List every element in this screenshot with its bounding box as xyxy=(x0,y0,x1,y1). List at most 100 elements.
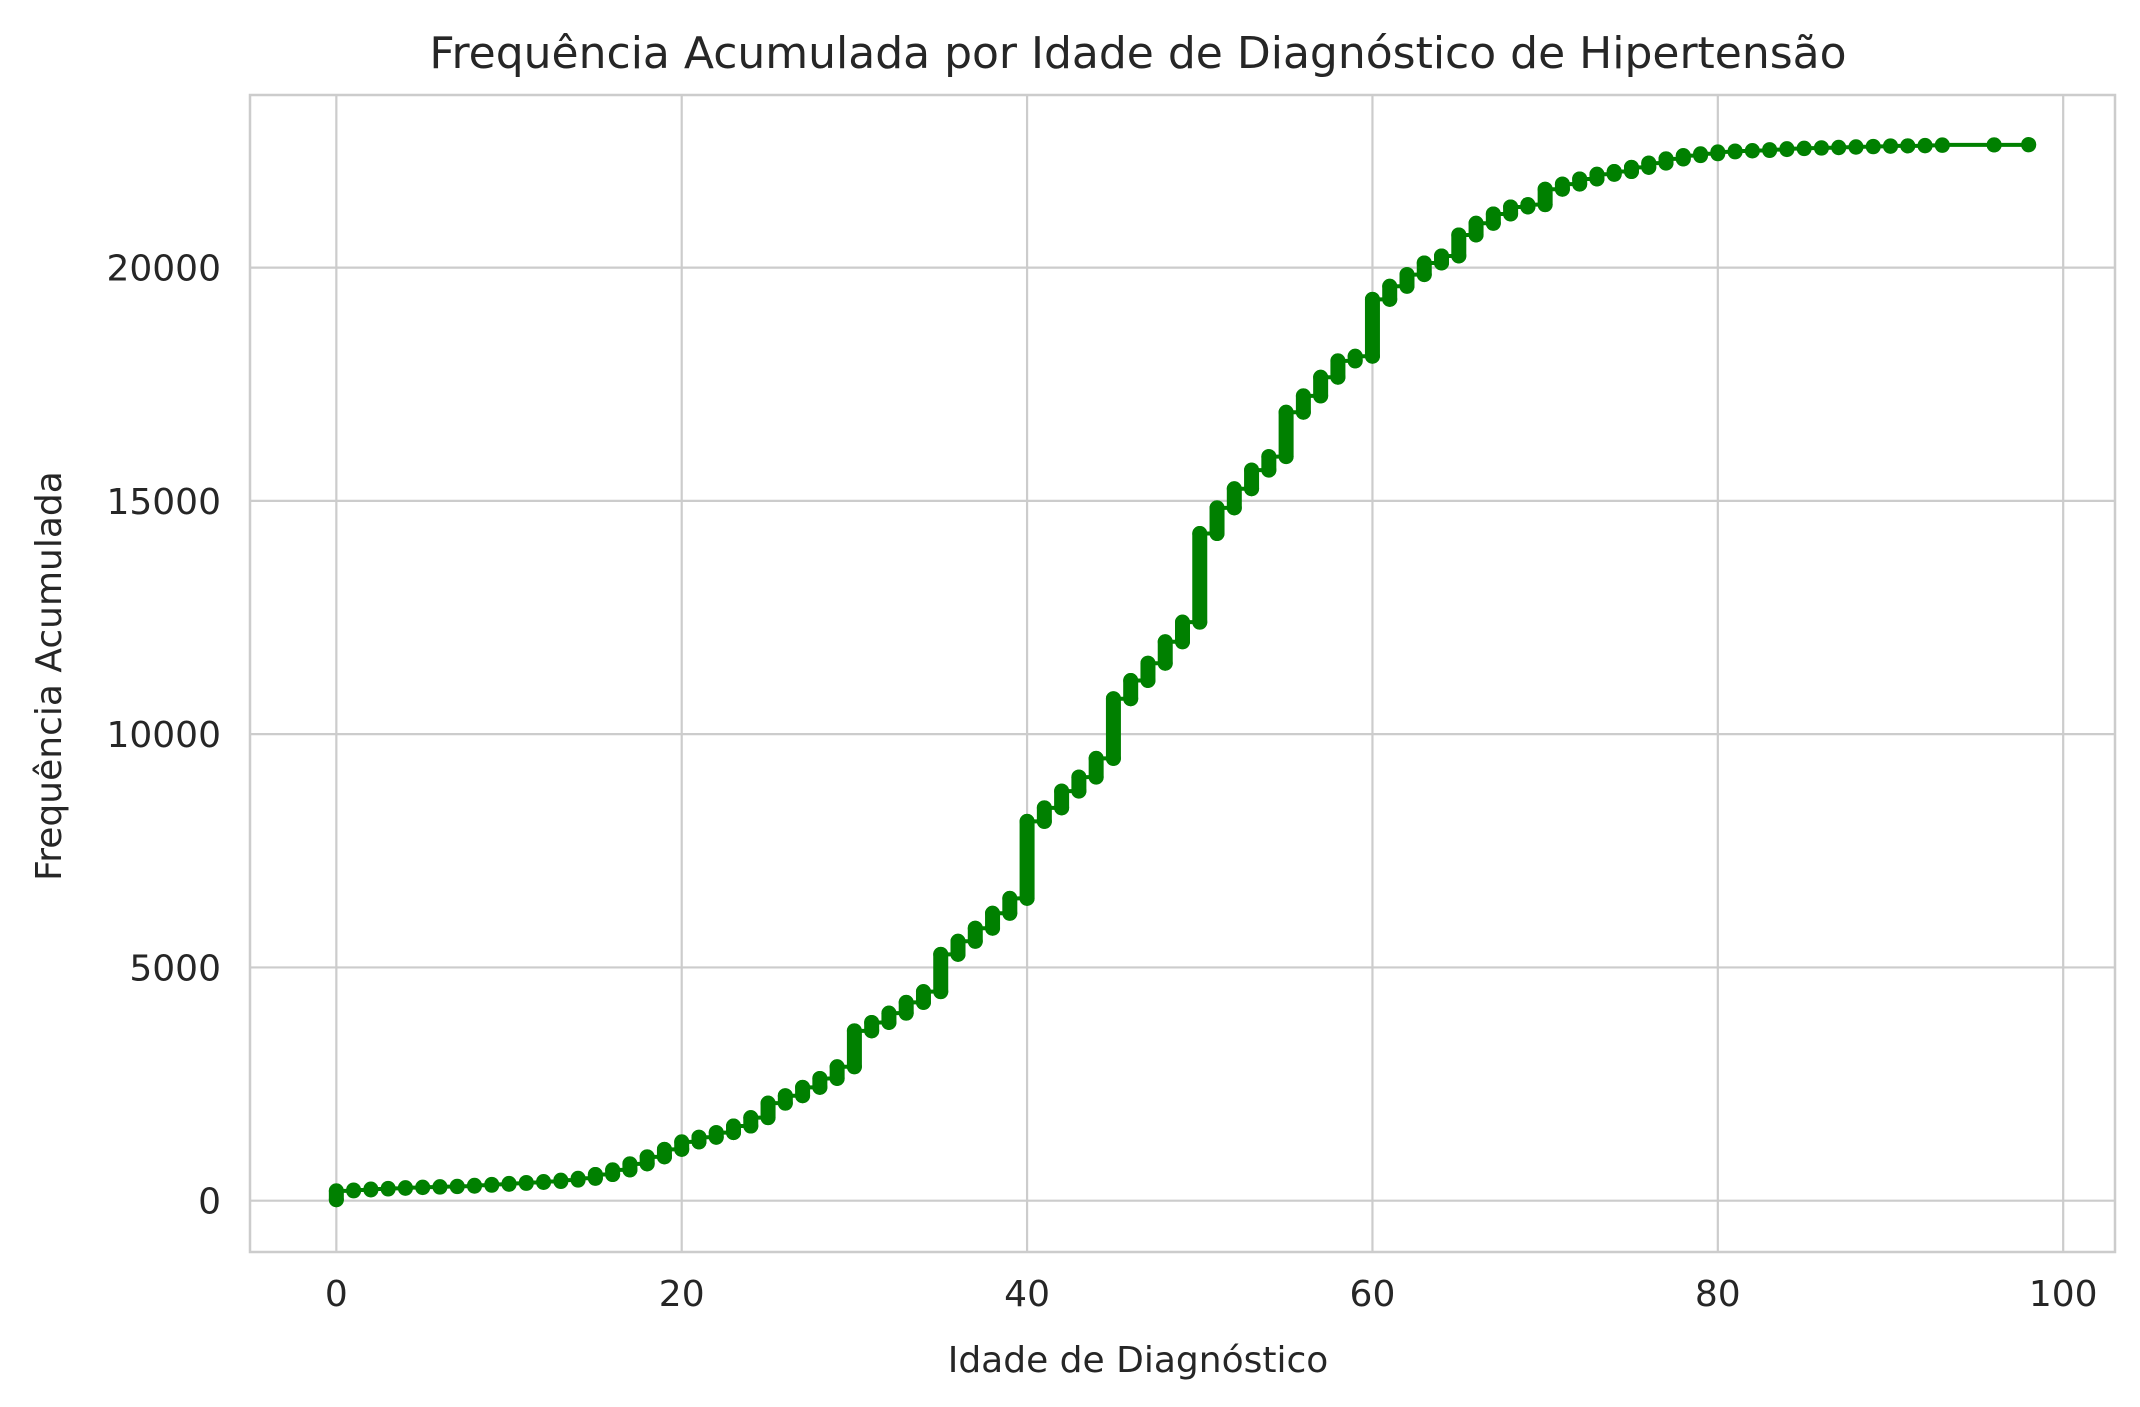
data-point xyxy=(829,1070,845,1086)
data-point xyxy=(1796,141,1812,157)
data-point xyxy=(415,1180,431,1196)
data-point xyxy=(1865,139,1881,155)
data-point xyxy=(1917,138,1933,154)
x-tick-label: 20 xyxy=(659,1274,705,1315)
data-point xyxy=(726,1125,742,1141)
data-point xyxy=(1779,142,1795,158)
data-point xyxy=(1762,143,1778,159)
data-point xyxy=(1693,148,1709,164)
data-point xyxy=(1209,526,1225,542)
data-point xyxy=(1468,227,1484,243)
data-point xyxy=(898,994,914,1010)
data-point xyxy=(501,1176,517,1192)
chart-title: Frequência Acumulada por Idade de Diagnó… xyxy=(429,28,1846,79)
data-point xyxy=(743,1118,759,1134)
data-point xyxy=(1986,137,2002,153)
data-point xyxy=(1278,404,1294,420)
data-point xyxy=(1105,750,1121,766)
data-point xyxy=(656,1149,672,1165)
data-point xyxy=(1520,199,1536,215)
data-point xyxy=(1054,800,1070,816)
data-point xyxy=(967,933,983,949)
data-point xyxy=(864,1023,880,1039)
data-point xyxy=(795,1088,811,1104)
plot-frame xyxy=(248,93,2117,1254)
data-point xyxy=(1330,369,1346,385)
data-point xyxy=(674,1141,690,1157)
data-point xyxy=(829,1059,845,1075)
data-point xyxy=(1019,813,1035,829)
data-point xyxy=(1485,215,1501,231)
data-point xyxy=(1157,655,1173,671)
data-point xyxy=(1468,215,1484,231)
data-point xyxy=(1554,181,1570,197)
data-point xyxy=(363,1182,379,1198)
data-point xyxy=(1364,348,1380,364)
y-tick-label: 0 xyxy=(198,1182,221,1223)
data-point xyxy=(605,1167,621,1183)
data-point xyxy=(1900,138,1916,154)
gridlines xyxy=(250,95,2115,1252)
x-tick-label: 80 xyxy=(1695,1274,1741,1315)
data-point xyxy=(1364,291,1380,307)
data-point xyxy=(1451,248,1467,264)
data-point xyxy=(536,1174,552,1190)
data-point xyxy=(777,1095,793,1111)
data-point xyxy=(1451,227,1467,243)
data-point xyxy=(1537,197,1553,213)
data-point xyxy=(967,920,983,936)
data-point xyxy=(1744,143,1760,159)
data-point xyxy=(1123,691,1139,707)
data-point xyxy=(985,905,1001,921)
data-point xyxy=(1883,138,1899,154)
data-point xyxy=(691,1134,707,1150)
data-point xyxy=(1036,813,1052,829)
data-point xyxy=(1002,905,1018,921)
data-point xyxy=(1226,481,1242,497)
data-point xyxy=(622,1162,638,1178)
data-point xyxy=(1434,255,1450,271)
data-point xyxy=(1589,171,1605,187)
data-point xyxy=(1192,526,1208,542)
data-point xyxy=(915,994,931,1010)
y-tick-label: 20000 xyxy=(106,249,221,290)
data-point xyxy=(1019,890,1035,906)
data-point xyxy=(760,1110,776,1126)
data-point xyxy=(1813,140,1829,156)
data-point xyxy=(1226,500,1242,516)
y-axis-label: Frequência Acumulada xyxy=(29,471,70,881)
data-point xyxy=(2021,137,2037,153)
data-point xyxy=(1641,159,1657,175)
y-tick-label: 10000 xyxy=(106,715,221,756)
data-point xyxy=(1157,634,1173,650)
data-point xyxy=(466,1178,482,1194)
data-point xyxy=(933,946,949,962)
data-point xyxy=(1295,388,1311,404)
data-point xyxy=(1623,164,1639,180)
data-point xyxy=(1278,449,1294,465)
data-point xyxy=(898,1005,914,1021)
x-tick-label: 0 xyxy=(325,1274,348,1315)
data-point xyxy=(933,984,949,1000)
data-point xyxy=(1399,267,1415,283)
x-tick-label: 40 xyxy=(1004,1274,1050,1315)
x-axis-label: Idade de Diagnóstico xyxy=(948,1340,1329,1381)
data-point xyxy=(1382,291,1398,307)
data-point xyxy=(1140,655,1156,671)
series-line xyxy=(334,142,2031,1200)
data-point xyxy=(950,933,966,949)
y-tick-labels: 0 5000 10000 15000 20000 xyxy=(106,249,221,1223)
data-point xyxy=(1313,369,1329,385)
data-point xyxy=(380,1181,396,1197)
data-point xyxy=(397,1180,413,1196)
data-point xyxy=(1140,672,1156,688)
data-point xyxy=(1848,139,1864,155)
data-point xyxy=(1261,462,1277,478)
data-point xyxy=(1105,691,1121,707)
data-point xyxy=(1727,144,1743,160)
data-point xyxy=(432,1179,448,1195)
data-point xyxy=(1572,176,1588,192)
data-point xyxy=(328,1192,344,1208)
data-point xyxy=(1382,278,1398,294)
